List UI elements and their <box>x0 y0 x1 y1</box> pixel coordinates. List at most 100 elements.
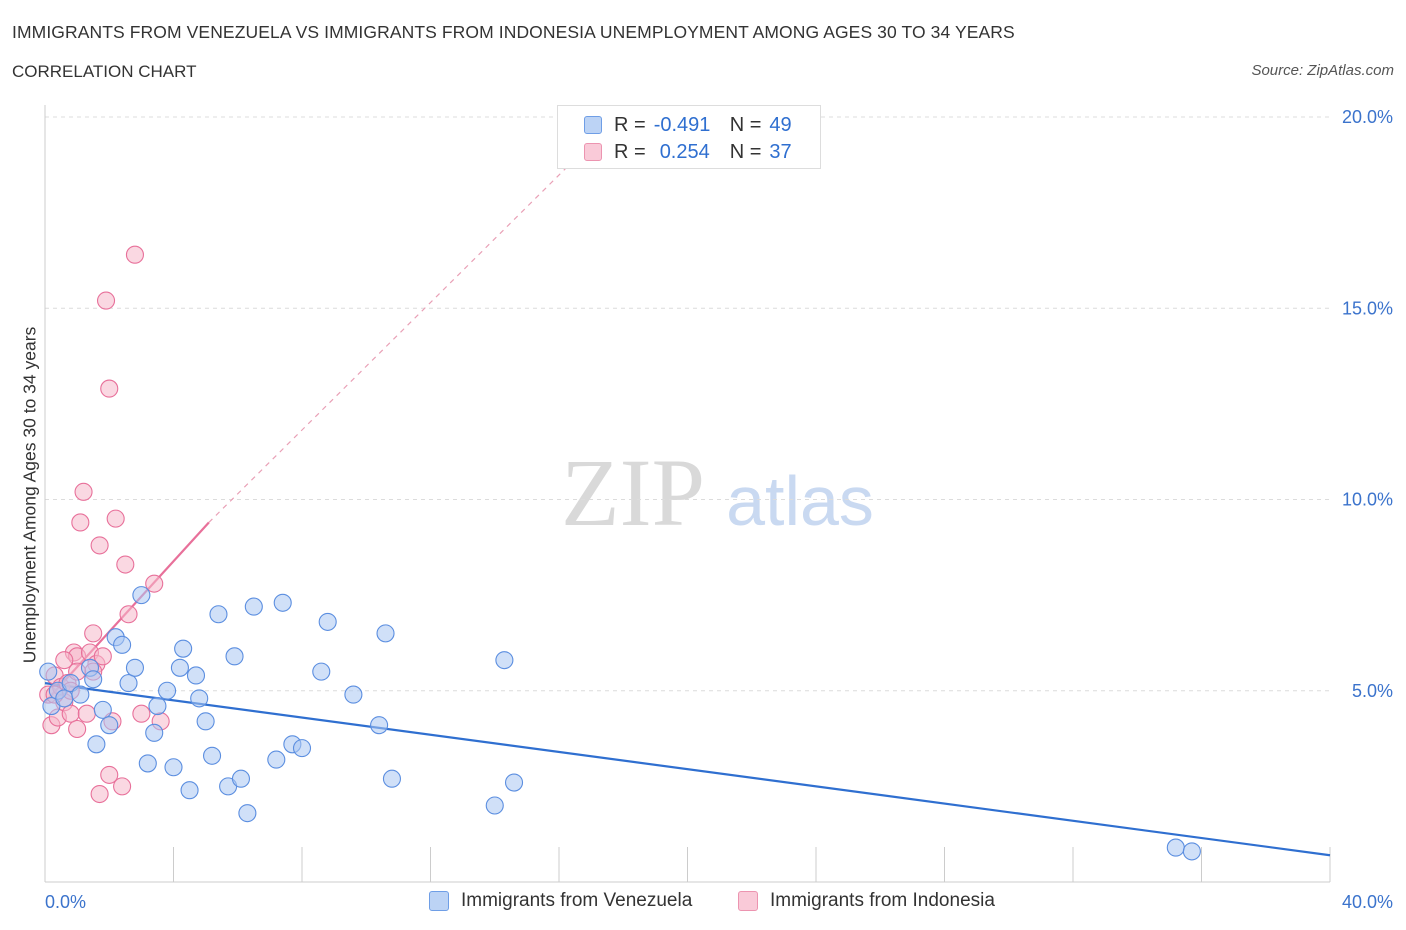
legend-swatch-venezuela <box>584 116 602 134</box>
point-indonesia <box>100 379 119 398</box>
data-points <box>39 245 1201 861</box>
point-venezuela <box>225 647 244 666</box>
point-venezuela <box>148 696 167 716</box>
point-venezuela <box>186 666 206 685</box>
legend-r-label: R = <box>614 140 646 163</box>
point-venezuela <box>93 700 112 719</box>
point-venezuela <box>39 662 58 681</box>
point-venezuela <box>71 685 90 704</box>
legend-r-label: R = <box>614 113 646 136</box>
legend-n-label: N = <box>729 113 762 136</box>
legend-row-indonesia: R = 0.254 N = 37 <box>584 140 792 164</box>
point-indonesia <box>55 651 74 670</box>
tick-labels: 5.0% 10.0% 15.0% 20.0% 0.0% 40.0% <box>45 107 1393 912</box>
x-tick-label: 40.0% <box>1342 892 1393 912</box>
point-venezuela <box>190 689 209 708</box>
y-tick-label: 10.0% <box>1342 490 1393 510</box>
point-indonesia <box>74 482 93 501</box>
legend-n-label: N = <box>729 140 762 163</box>
stats-legend: R = -0.491 N = 49 R = 0.254 N = 37 <box>557 105 821 169</box>
point-venezuela <box>84 670 103 689</box>
point-venezuela <box>382 769 402 788</box>
legend-item-indonesia[interactable]: Immigrants from Indonesia <box>738 890 995 912</box>
legend-n-value: 49 <box>769 113 792 136</box>
point-venezuela <box>231 769 251 788</box>
chart-title: IMMIGRANTS FROM VENEZUELA VS IMMIGRANTS … <box>12 22 1015 42</box>
point-indonesia <box>77 704 96 723</box>
point-venezuela <box>196 712 215 731</box>
legend-label-venezuela: Immigrants from Venezuela <box>461 890 693 911</box>
point-venezuela <box>244 597 263 616</box>
point-venezuela <box>312 662 331 681</box>
legend-swatch-indonesia <box>738 891 758 911</box>
point-venezuela <box>145 723 164 742</box>
point-venezuela <box>344 685 363 704</box>
chart-subtitle: CORRELATION CHART <box>12 62 197 81</box>
point-indonesia <box>119 605 138 624</box>
point-venezuela <box>238 804 257 823</box>
point-venezuela <box>376 624 395 643</box>
point-venezuela <box>170 658 189 677</box>
point-venezuela <box>158 681 177 700</box>
point-indonesia <box>96 291 116 310</box>
point-venezuela <box>55 689 74 708</box>
watermark: ZIP atlas <box>561 439 874 546</box>
watermark-zip: ZIP <box>561 439 705 546</box>
legend-label-indonesia: Immigrants from Indonesia <box>770 890 995 911</box>
point-venezuela <box>1182 842 1201 861</box>
legend-swatch-venezuela <box>429 891 449 911</box>
point-indonesia <box>93 647 112 666</box>
point-venezuela <box>138 754 157 773</box>
y-axis-label: Unemployment Among Ages 30 to 34 years <box>19 326 40 664</box>
point-indonesia <box>90 784 109 804</box>
point-venezuela <box>87 735 106 754</box>
point-venezuela <box>267 750 286 769</box>
point-indonesia <box>106 509 125 528</box>
point-venezuela <box>273 593 292 612</box>
point-venezuela <box>495 651 514 670</box>
y-tick-label: 20.0% <box>1342 107 1393 127</box>
legend-r-value: -0.491 <box>653 113 711 136</box>
point-venezuela <box>132 586 151 605</box>
legend-row-venezuela: R = -0.491 N = 49 <box>584 113 792 137</box>
series-legend: Immigrants from Venezuela Immigrants fro… <box>0 890 1406 914</box>
point-venezuela <box>125 658 144 677</box>
point-venezuela <box>292 739 312 758</box>
point-venezuela <box>113 635 132 654</box>
point-indonesia <box>145 574 164 593</box>
trend-line-indonesia-extension <box>208 158 576 523</box>
axes <box>44 105 1331 883</box>
legend-n-value: 37 <box>769 140 792 163</box>
watermark-atlas: atlas <box>726 462 874 540</box>
y-tick-label: 5.0% <box>1352 681 1393 701</box>
point-venezuela <box>485 796 504 815</box>
point-venezuela <box>203 746 222 765</box>
point-venezuela <box>209 605 228 624</box>
point-venezuela <box>1166 838 1185 857</box>
legend-r-value: 0.254 <box>659 140 710 163</box>
point-indonesia <box>71 513 90 532</box>
point-indonesia <box>84 624 103 643</box>
point-venezuela <box>180 781 199 800</box>
y-tick-label: 15.0% <box>1342 298 1393 318</box>
trend-line-venezuela <box>44 682 1331 857</box>
point-venezuela <box>318 612 337 631</box>
point-indonesia <box>90 536 109 555</box>
point-indonesia <box>61 704 80 723</box>
point-indonesia <box>113 777 132 796</box>
point-venezuela <box>504 773 524 792</box>
x-tick-label: 0.0% <box>45 892 86 912</box>
grid-lines <box>45 116 1330 692</box>
source-label: Source: ZipAtlas.com <box>1251 62 1394 79</box>
point-indonesia <box>116 555 135 574</box>
point-indonesia <box>68 719 87 739</box>
point-venezuela <box>370 716 389 735</box>
point-venezuela <box>100 716 119 735</box>
point-venezuela <box>119 674 138 693</box>
point-indonesia <box>125 245 144 264</box>
point-venezuela <box>174 639 193 658</box>
point-indonesia <box>100 765 119 784</box>
point-venezuela <box>164 758 183 777</box>
legend-item-venezuela[interactable]: Immigrants from Venezuela <box>429 890 692 912</box>
